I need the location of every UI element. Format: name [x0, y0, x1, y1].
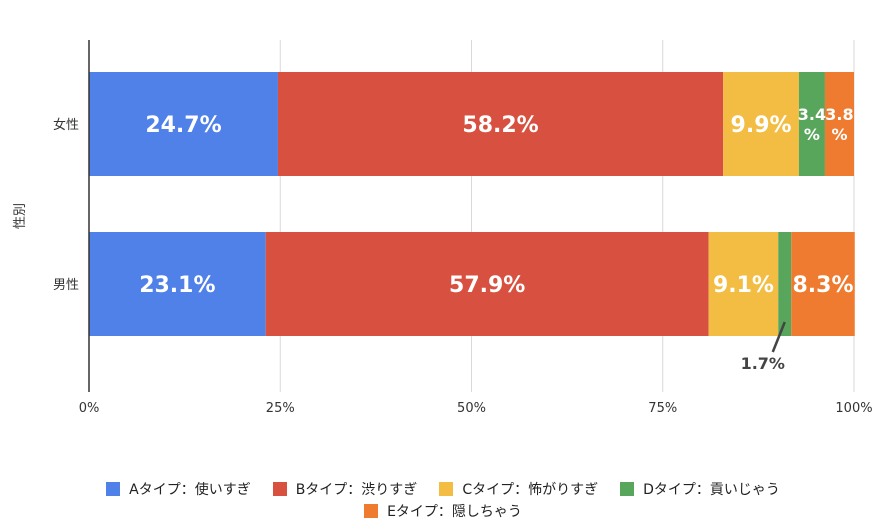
- legend-label-a: Aタイプ：使いすぎ: [129, 482, 251, 498]
- bar-segment: [708, 232, 779, 336]
- x-tick-label: 75%: [648, 401, 677, 416]
- legend-row-2: Eタイプ：隠しちゃう: [0, 501, 886, 521]
- legend-item-e: Eタイプ：隠しちゃう: [364, 501, 522, 521]
- bar-segment: [798, 72, 825, 176]
- x-tick-label: 50%: [457, 401, 486, 416]
- bar-segment: [265, 232, 709, 336]
- bar-segment: [778, 232, 792, 336]
- bar-segment: [89, 232, 266, 336]
- leader-line: [771, 321, 786, 353]
- legend-swatch-a: [106, 482, 121, 496]
- bar-segment: [723, 72, 799, 176]
- bar-segment: [89, 72, 278, 176]
- legend-swatch-c: [439, 482, 454, 496]
- data-label: 3.4: [798, 105, 826, 124]
- data-label: 58.2%: [462, 113, 538, 138]
- y-tick-label: 女性: [53, 117, 79, 133]
- data-label: 9.1%: [713, 273, 774, 298]
- legend-swatch-e: [364, 504, 379, 518]
- bar-segment: [791, 232, 855, 336]
- legend-item-c: Cタイプ：怖がりすぎ: [439, 479, 598, 499]
- legend-label-c: Cタイプ：怖がりすぎ: [462, 482, 599, 498]
- x-tick-label: 100%: [835, 401, 872, 416]
- data-label: 8.3%: [793, 273, 854, 298]
- x-tick-label: 25%: [266, 401, 295, 416]
- data-label: 9.9%: [731, 113, 792, 138]
- legend-label-e: Eタイプ：隠しちゃう: [387, 504, 522, 520]
- data-label: 23.1%: [139, 273, 215, 298]
- data-label: 57.9%: [449, 273, 525, 298]
- data-label: 24.7%: [145, 113, 221, 138]
- legend-swatch-d: [620, 482, 635, 496]
- bar-segment: [277, 72, 724, 176]
- data-label: %: [831, 125, 847, 144]
- data-label: %: [804, 125, 820, 144]
- legend-item-b: Bタイプ：渋りすぎ: [272, 479, 418, 499]
- bar-segment: [824, 72, 854, 176]
- y-tick-label: 男性: [53, 278, 79, 293]
- legend-swatch-b: [272, 482, 287, 496]
- legend-label-d: Dタイプ：貢いじゃう: [643, 482, 780, 498]
- legend-row-1: Aタイプ：使いすぎ Bタイプ：渋りすぎ Cタイプ：怖がりすぎ Dタイプ：貢いじゃ…: [0, 479, 886, 499]
- legend-item-d: Dタイプ：貢いじゃう: [620, 479, 780, 499]
- data-label: 3.8: [825, 105, 853, 124]
- y-axis-title: 性別: [13, 203, 28, 229]
- legend-item-a: Aタイプ：使いすぎ: [106, 479, 251, 499]
- x-tick-label: 0%: [79, 401, 100, 416]
- legend-label-b: Bタイプ：渋りすぎ: [295, 482, 418, 498]
- data-label: 1.7%: [741, 354, 785, 373]
